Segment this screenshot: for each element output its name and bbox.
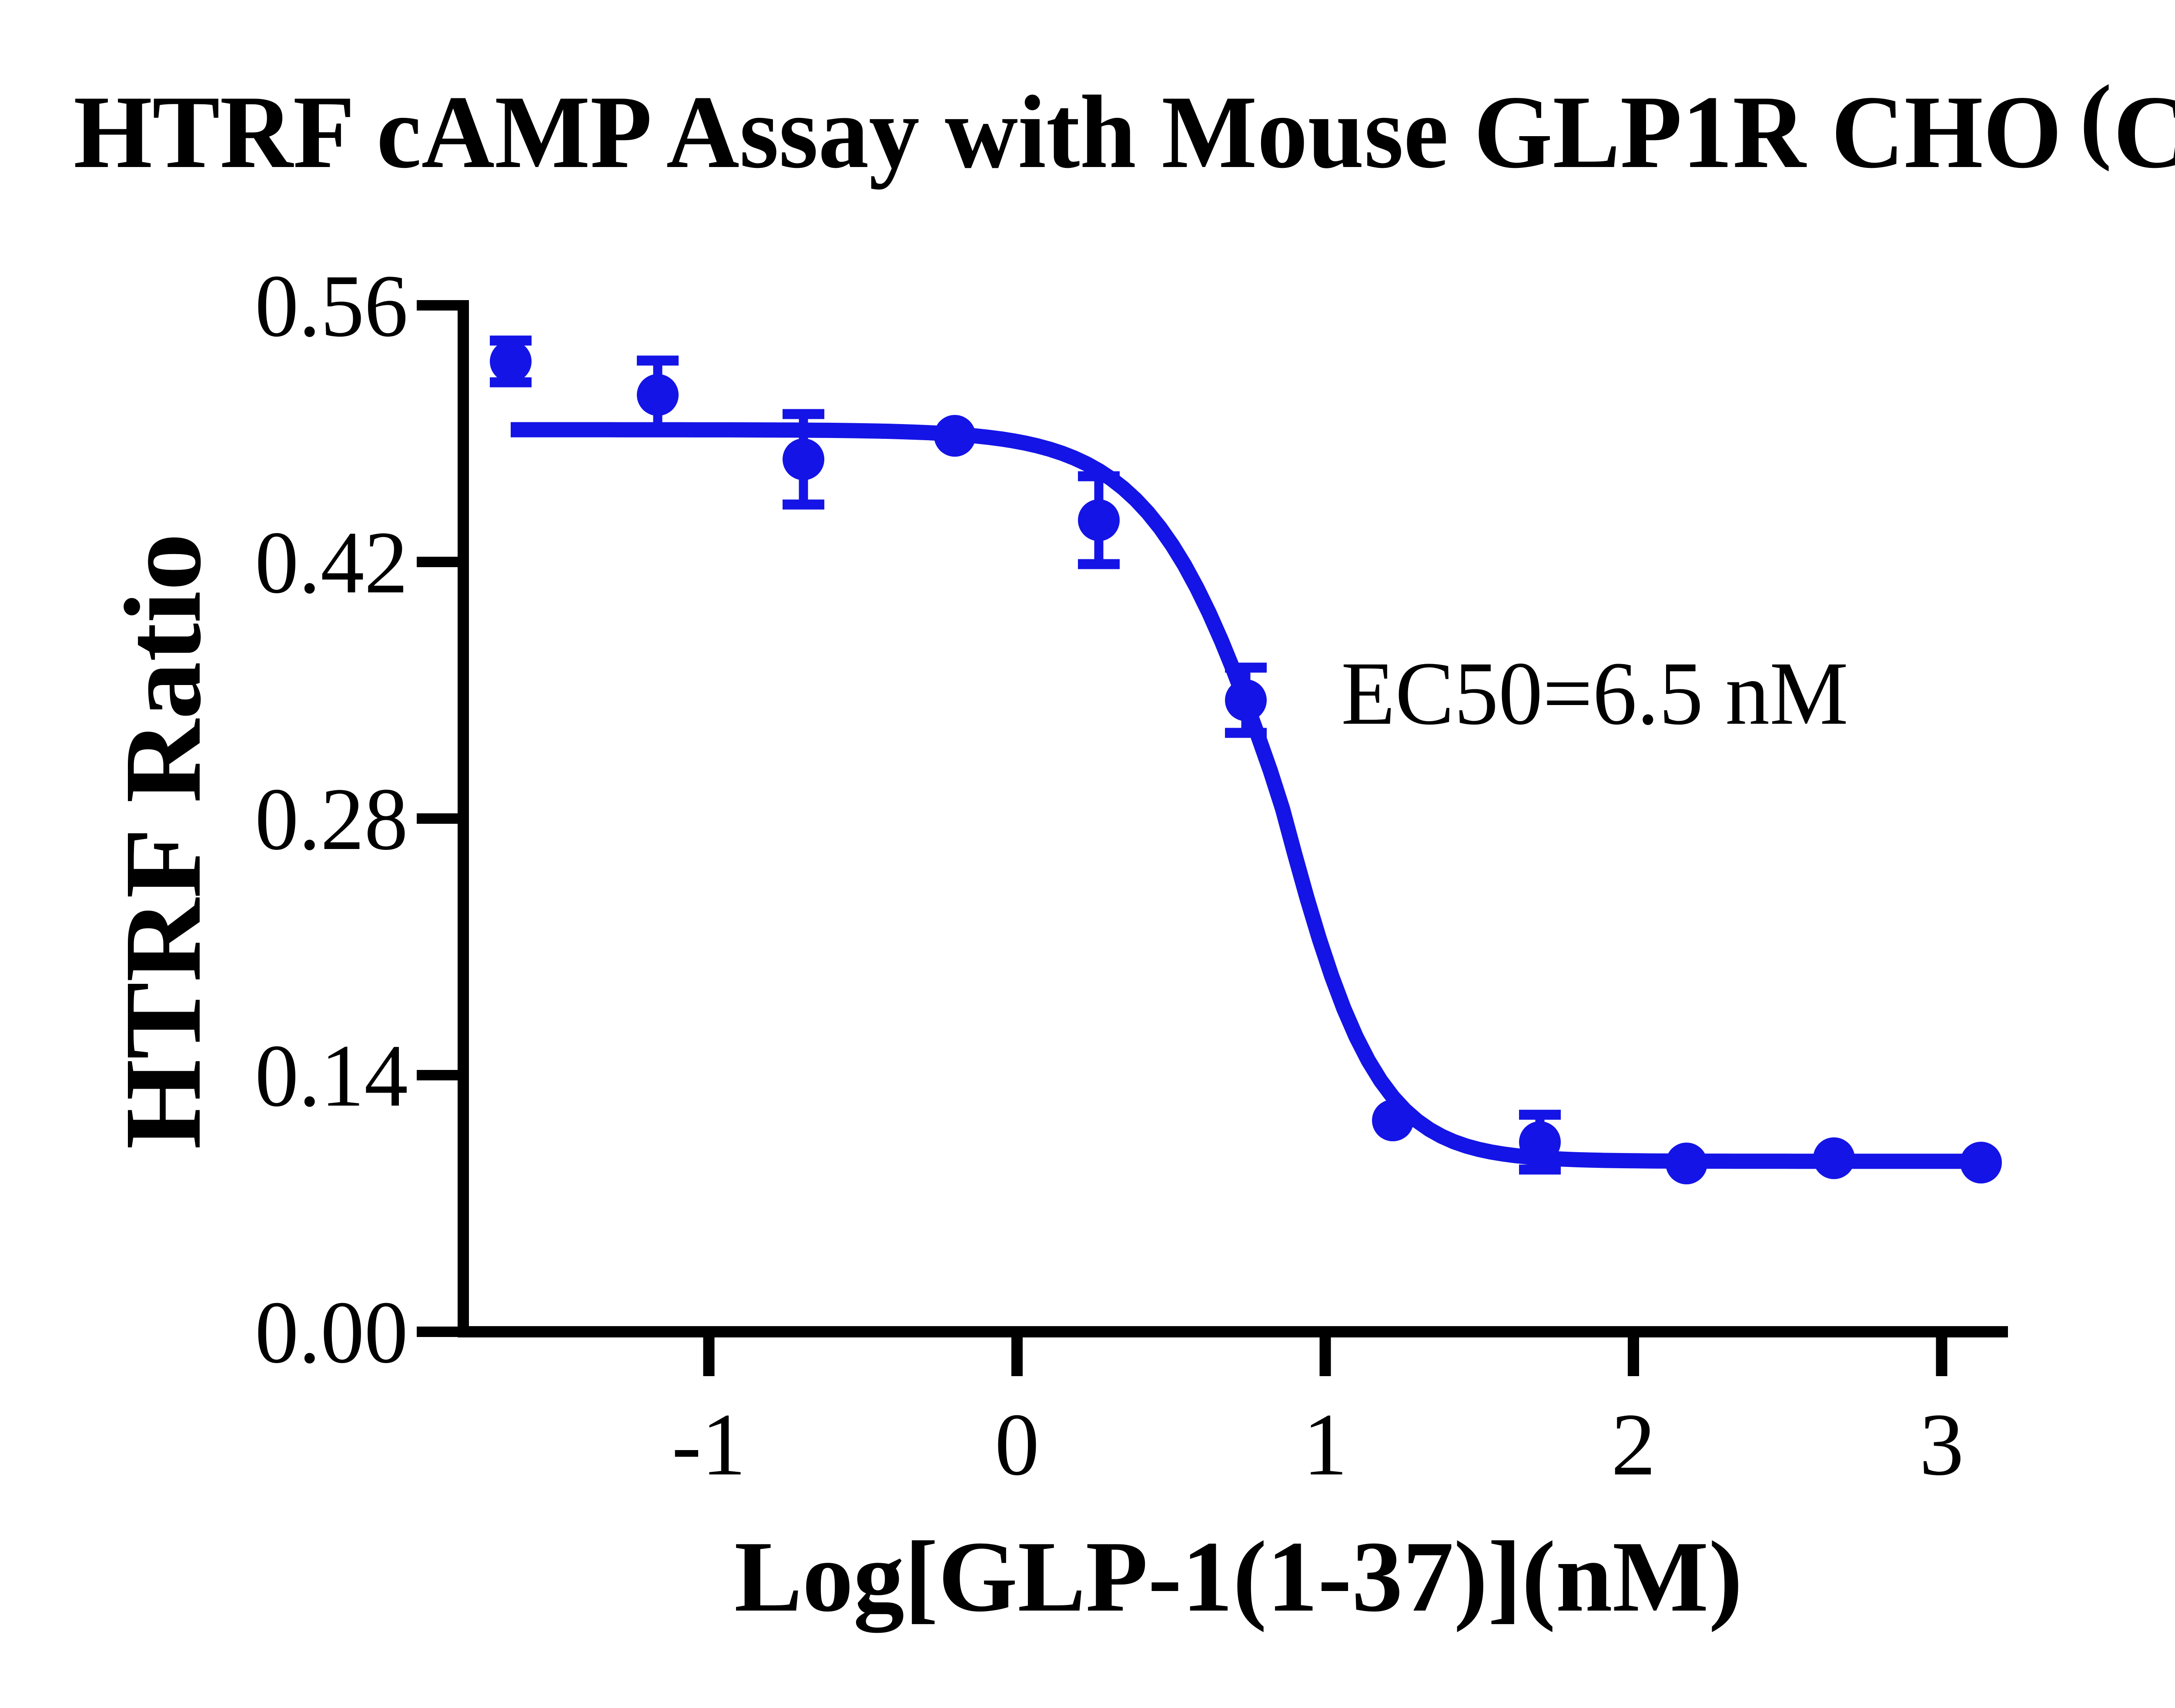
svg-text:2: 2 — [1611, 1395, 1656, 1494]
svg-text:(: ( — [2080, 65, 2112, 172]
svg-text:C15: C15 — [2113, 74, 2175, 190]
svg-text:3: 3 — [1919, 1395, 1964, 1494]
svg-text:0: 0 — [995, 1395, 1040, 1494]
svg-text:0.14: 0.14 — [255, 1026, 408, 1125]
svg-text:0.42: 0.42 — [255, 513, 408, 612]
svg-text:0.00: 0.00 — [255, 1283, 408, 1382]
svg-text:1: 1 — [1303, 1395, 1348, 1494]
svg-text:HTRF cAMP Assay with Mouse GLP: HTRF cAMP Assay with Mouse GLP1R CHO — [74, 74, 2062, 190]
svg-text:HTRF Ratio: HTRF Ratio — [102, 533, 224, 1150]
svg-text:EC50=6.5 nM: EC50=6.5 nM — [1341, 643, 1848, 743]
svg-text:0.28: 0.28 — [255, 770, 408, 869]
svg-text:0.56: 0.56 — [255, 257, 408, 355]
svg-text:-1: -1 — [672, 1395, 746, 1494]
svg-text:Log[GLP-1(1-37)](nM): Log[GLP-1(1-37)](nM) — [734, 1521, 1743, 1633]
